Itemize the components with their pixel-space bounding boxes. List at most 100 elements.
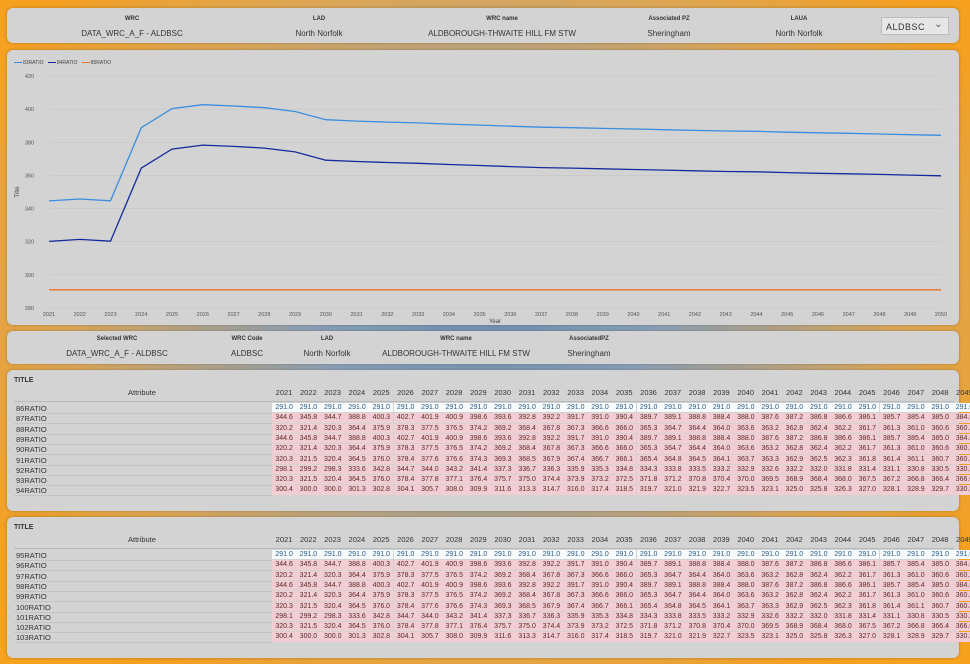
year-header[interactable]: 2045: [858, 535, 876, 544]
year-header[interactable]: 2023: [324, 388, 341, 397]
year-header[interactable]: 2043: [810, 388, 827, 397]
year-header[interactable]: 2024: [348, 388, 366, 397]
table-cell: 291.0: [490, 550, 515, 560]
year-header[interactable]: 2041: [761, 535, 779, 544]
year-header[interactable]: 2043: [810, 535, 827, 544]
legend-item-2[interactable]: 85RATIO: [81, 60, 111, 66]
legend-item-0[interactable]: 83RATIO: [14, 60, 43, 66]
table-row[interactable]: 344.6 345.8 344.7 388.8 400.3 402.7 401.9 400.9…: [272, 580, 970, 591]
year-header[interactable]: 2042: [785, 388, 803, 397]
year-header[interactable]: 2032: [542, 535, 560, 544]
year-header[interactable]: 2038: [688, 388, 706, 397]
year-header[interactable]: 2049: [956, 388, 970, 397]
table-cell: 291.0: [903, 403, 929, 413]
table-row[interactable]: 320.3 321.5 320.4 364.5 376.0 378.4 377.6 376.6…: [272, 601, 970, 612]
year-header[interactable]: 2046: [883, 535, 900, 544]
table-row[interactable]: 300.4 300.0 300.0 301.3 302.8 304.1 305.7 308.0…: [272, 485, 970, 495]
year-header[interactable]: 2037: [664, 388, 682, 397]
year-header[interactable]: 2029: [470, 388, 487, 397]
table-cell: 386.8: [806, 560, 831, 570]
table-row[interactable]: 344.6 345.8 344.7 388.8 400.3 402.7 401.9 400.9…: [272, 433, 970, 444]
year-header[interactable]: 2038: [688, 535, 706, 544]
year-header[interactable]: 2034: [591, 388, 609, 397]
year-header[interactable]: 2031: [518, 535, 536, 544]
table-cell: 320.2: [272, 591, 297, 601]
table-cell: 385.7: [879, 560, 904, 570]
year-header[interactable]: 2040: [737, 535, 755, 544]
year-header[interactable]: 2048: [931, 535, 949, 544]
table-row[interactable]: 320.3 321.5 320.4 364.5 376.0 378.4 377.8 377.1…: [272, 475, 970, 485]
year-header[interactable]: 2028: [445, 388, 463, 397]
year-header[interactable]: 2044: [834, 535, 852, 544]
year-header[interactable]: 2030: [494, 535, 512, 544]
year-header[interactable]: 2033: [567, 535, 584, 544]
year-header[interactable]: 2047: [907, 388, 925, 397]
year-header[interactable]: 2022: [299, 388, 317, 397]
table-row[interactable]: 320.3 321.5 320.4 364.5 376.0 378.4 377.8 377.1…: [272, 622, 970, 632]
year-header[interactable]: 2049: [956, 535, 970, 544]
table-row[interactable]: 344.6 345.8 344.7 388.8 400.3 402.7 401.9 400.9…: [272, 413, 970, 423]
year-header[interactable]: 2021: [275, 388, 293, 397]
year-header[interactable]: 2026: [397, 535, 414, 544]
table-row[interactable]: 300.4 300.0 300.0 301.3 302.8 304.1 305.7 308.0…: [272, 632, 970, 642]
year-header[interactable]: 2036: [640, 388, 657, 397]
year-header[interactable]: 2027: [421, 535, 439, 544]
year-header[interactable]: 2023: [324, 535, 341, 544]
year-header[interactable]: 2028: [445, 535, 463, 544]
year-header[interactable]: 2036: [640, 535, 657, 544]
year-header[interactable]: 2034: [591, 535, 609, 544]
table-row[interactable]: 298.1 299.2 298.3 333.6 342.8 344.7 344.0 343.2…: [272, 464, 970, 475]
year-header[interactable]: 2031: [518, 388, 536, 397]
table-row[interactable]: 344.6 345.8 344.7 388.8 400.3 402.7 401.9 400.9…: [272, 560, 970, 570]
table-cell: 388.8: [344, 433, 370, 444]
table-row[interactable]: 320.2 321.4 320.3 364.4 375.9 378.3 377.5 376.5…: [272, 591, 970, 601]
table-row[interactable]: 320.3 321.5 320.4 364.5 376.0 378.4 377.6 376.6…: [272, 454, 970, 465]
year-header[interactable]: 2024: [348, 535, 366, 544]
table-row[interactable]: 291.0 291.0 291.0 291.0 291.0 291.0 291.0 291.0…: [272, 550, 970, 560]
table-cell: 365.4: [636, 601, 661, 611]
table-cell: 371.8: [636, 622, 661, 632]
year-header[interactable]: 2022: [299, 535, 317, 544]
attribute-header[interactable]: Attribute: [128, 388, 156, 397]
table-row[interactable]: 320.2 321.4 320.3 364.4 375.9 378.3 377.5 376.5…: [272, 570, 970, 581]
year-header[interactable]: 2025: [372, 535, 390, 544]
year-header[interactable]: 2037: [664, 535, 682, 544]
table-row[interactable]: 320.2 321.4 320.3 364.4 375.9 378.3 377.5 376.5…: [272, 444, 970, 454]
year-header[interactable]: 2027: [421, 388, 439, 397]
year-header[interactable]: 2047: [907, 535, 925, 544]
attribute-header[interactable]: Attribute: [128, 535, 156, 544]
year-header[interactable]: 2021: [275, 535, 293, 544]
year-header[interactable]: 2030: [494, 388, 512, 397]
year-header[interactable]: 2044: [834, 388, 852, 397]
table-cell: 369.2: [490, 570, 515, 580]
year-header[interactable]: 2045: [858, 388, 876, 397]
table-cell: 334.3: [636, 464, 661, 475]
year-header[interactable]: 2032: [542, 388, 560, 397]
year-header[interactable]: 2025: [372, 388, 390, 397]
table-cell: 342.8: [369, 464, 394, 475]
chevron-down-icon[interactable]: ⌄: [934, 19, 943, 30]
year-header[interactable]: 2040: [737, 388, 755, 397]
year-header[interactable]: 2033: [567, 388, 584, 397]
table-cell: 367.2: [879, 622, 904, 632]
year-header[interactable]: 2035: [615, 535, 633, 544]
table-row[interactable]: 320.2 321.4 320.3 364.4 375.9 378.3 377.5 376.5…: [272, 423, 970, 434]
table-cell: 323.5: [733, 485, 758, 495]
year-header[interactable]: 2039: [713, 535, 730, 544]
year-header[interactable]: 2041: [761, 388, 779, 397]
legend-item-1[interactable]: 84RATIO: [47, 60, 77, 66]
table-cell: 321.0: [660, 632, 686, 642]
year-header[interactable]: 2039: [713, 388, 730, 397]
table-cell: 299.2: [296, 464, 321, 475]
year-header[interactable]: 2048: [931, 388, 949, 397]
table-row[interactable]: 298.1 299.2 298.3 333.6 342.8 344.7 344.0 343.2…: [272, 611, 970, 622]
table-cell: 385.7: [879, 433, 904, 444]
year-header[interactable]: 2042: [785, 535, 803, 544]
table-cell: 330.8: [903, 611, 929, 622]
wrc-dropdown[interactable]: ALDBSC ⌄: [881, 17, 949, 35]
year-header[interactable]: 2046: [883, 388, 900, 397]
year-header[interactable]: 2029: [470, 535, 487, 544]
year-header[interactable]: 2035: [615, 388, 633, 397]
year-header[interactable]: 2026: [397, 388, 414, 397]
table-row[interactable]: 291.0 291.0 291.0 291.0 291.0 291.0 291.0 291.0…: [272, 403, 970, 413]
